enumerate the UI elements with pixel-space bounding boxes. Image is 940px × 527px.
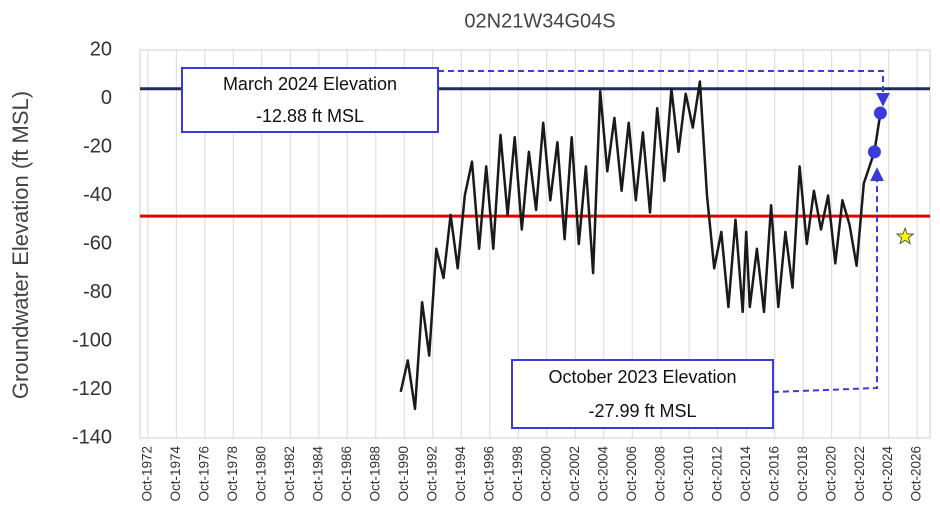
- star-marker: [895, 226, 915, 245]
- x-tick-label: Oct-2018: [795, 446, 810, 502]
- data-line: [399, 80, 882, 411]
- x-tick-label: Oct-1974: [168, 446, 183, 502]
- x-tick-label: Oct-1982: [282, 446, 297, 502]
- x-tick-label: Oct-1972: [139, 446, 154, 502]
- x-tick-label: Oct-1988: [367, 446, 382, 502]
- x-tick-label: Oct-2004: [595, 446, 610, 502]
- measurement-point: [867, 145, 881, 159]
- x-tick-label: Oct-2022: [852, 446, 867, 502]
- x-tick-label: Oct-2010: [681, 446, 696, 502]
- y-axis-label: Groundwater Elevation (ft MSL): [8, 91, 33, 399]
- y-tick-label: -100: [72, 329, 112, 351]
- x-tick-label: Oct-1978: [225, 446, 240, 502]
- x-tick-label: Oct-1994: [453, 446, 468, 502]
- plot-frame: [139, 49, 931, 439]
- chart-title: 02N21W34G04S: [464, 10, 615, 32]
- y-tick-label: -40: [83, 184, 112, 206]
- measurement-point: [873, 106, 887, 120]
- y-tick-label: -140: [72, 426, 112, 448]
- x-tick-label: Oct-2008: [652, 446, 667, 502]
- y-tick-label: 20: [90, 38, 112, 60]
- x-tick-label: Oct-2000: [538, 446, 553, 502]
- x-tick-label: Oct-2006: [624, 446, 639, 502]
- x-tick-label: Oct-1990: [396, 446, 411, 502]
- x-tick-label: Oct-2026: [909, 446, 924, 502]
- callout-arrow: [438, 70, 890, 107]
- annotation-text: March 2024 Elevation: [223, 74, 397, 94]
- annotation-box: [181, 67, 439, 133]
- x-tick-label: Oct-2012: [709, 446, 724, 502]
- y-tick-label: -20: [83, 135, 112, 157]
- y-tick-label: 0: [101, 87, 112, 109]
- y-tick-label: -120: [72, 378, 112, 400]
- x-tick-label: Oct-1996: [481, 446, 496, 502]
- annotation-text: October 2023 Elevation: [548, 367, 736, 387]
- x-tick-label: Oct-2014: [738, 446, 753, 502]
- x-tick-label: Oct-1984: [310, 446, 325, 502]
- x-tick-label: Oct-1998: [510, 446, 525, 502]
- x-tick-label: Oct-2024: [880, 446, 895, 502]
- x-tick-label: Oct-2002: [567, 446, 582, 502]
- annotation-box: [511, 359, 774, 429]
- x-tick-label: Oct-1976: [196, 446, 211, 502]
- x-tick-label: Oct-1986: [339, 446, 354, 502]
- callout-arrow: [772, 167, 884, 393]
- x-tick-label: Oct-1980: [253, 446, 268, 502]
- y-tick-label: -80: [83, 281, 112, 303]
- x-tick-label: Oct-2016: [766, 446, 781, 502]
- annotation-text: -27.99 ft MSL: [588, 401, 696, 421]
- x-tick-label: Oct-2020: [823, 446, 838, 502]
- y-tick-label: -60: [83, 232, 112, 254]
- x-tick-label: Oct-1992: [424, 446, 439, 502]
- annotation-text: -12.88 ft MSL: [256, 106, 364, 126]
